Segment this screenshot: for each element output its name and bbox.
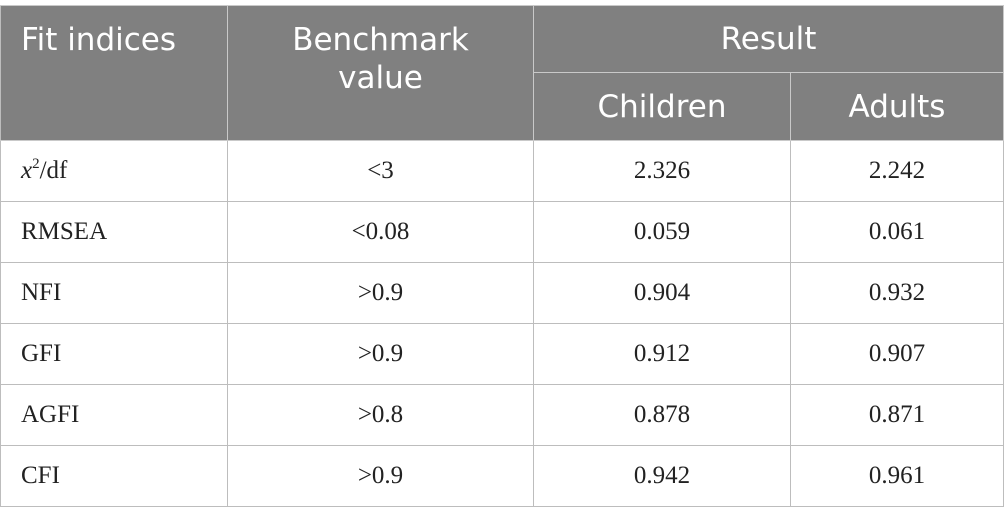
row-adults-value: 0.061 [789, 201, 1005, 263]
table-body: x2/df <3 2.326 2.242 RMSEA <0.08 0.059 0… [0, 140, 1005, 507]
row-benchmark: >0.8 [227, 384, 534, 446]
row-adults-value: 0.932 [789, 262, 1005, 324]
table-row: NFI >0.9 0.904 0.932 [0, 262, 1005, 324]
index-variable: x [21, 157, 33, 184]
fit-indices-table: Fit indices Benchmark value Result Child… [0, 5, 1005, 507]
table-header: Fit indices Benchmark value Result Child… [0, 5, 1005, 141]
row-index-chi-square-df: x2/df [0, 140, 228, 202]
row-index: CFI [0, 445, 228, 507]
header-row-top: Fit indices Benchmark value Result [0, 5, 1005, 141]
row-index: RMSEA [0, 201, 228, 263]
header-result: Result [532, 5, 1005, 73]
row-index: NFI [0, 262, 228, 324]
index-suffix: /df [39, 157, 68, 184]
table-row: RMSEA <0.08 0.059 0.061 [0, 201, 1005, 263]
row-index: AGFI [0, 384, 228, 446]
row-adults-value: 0.961 [789, 445, 1005, 507]
row-adults-value: 0.907 [789, 323, 1005, 385]
index-superscript: 2 [32, 156, 40, 172]
row-benchmark: >0.9 [227, 445, 534, 507]
table-row: x2/df <3 2.326 2.242 [0, 140, 1005, 202]
header-benchmark-line1: Benchmark [292, 22, 469, 58]
table-row: CFI >0.9 0.942 0.961 [0, 445, 1005, 507]
row-children-value: 0.878 [533, 384, 791, 446]
header-row-sub: Children Adults [1, 72, 1005, 141]
row-index: GFI [0, 323, 228, 385]
row-children-value: 2.326 [533, 140, 791, 202]
row-children-value: 0.942 [533, 445, 791, 507]
row-benchmark: <0.08 [227, 201, 534, 263]
row-adults-value: 0.871 [789, 384, 1005, 446]
row-children-value: 0.059 [533, 201, 791, 263]
header-children: Children [533, 72, 791, 141]
header-benchmark-line2: value [338, 60, 423, 96]
header-adults: Adults [789, 72, 1005, 141]
row-adults-value: 2.242 [789, 140, 1005, 202]
table-row: AGFI >0.8 0.878 0.871 [0, 384, 1005, 446]
row-benchmark: <3 [227, 140, 534, 202]
table-row: GFI >0.9 0.912 0.907 [0, 323, 1005, 385]
row-benchmark: >0.9 [227, 323, 534, 385]
row-children-value: 0.912 [533, 323, 791, 385]
row-benchmark: >0.9 [227, 262, 534, 324]
row-children-value: 0.904 [533, 262, 791, 324]
header-benchmark-value: Benchmark value [227, 5, 534, 141]
header-fit-indices: Fit indices [0, 5, 228, 141]
